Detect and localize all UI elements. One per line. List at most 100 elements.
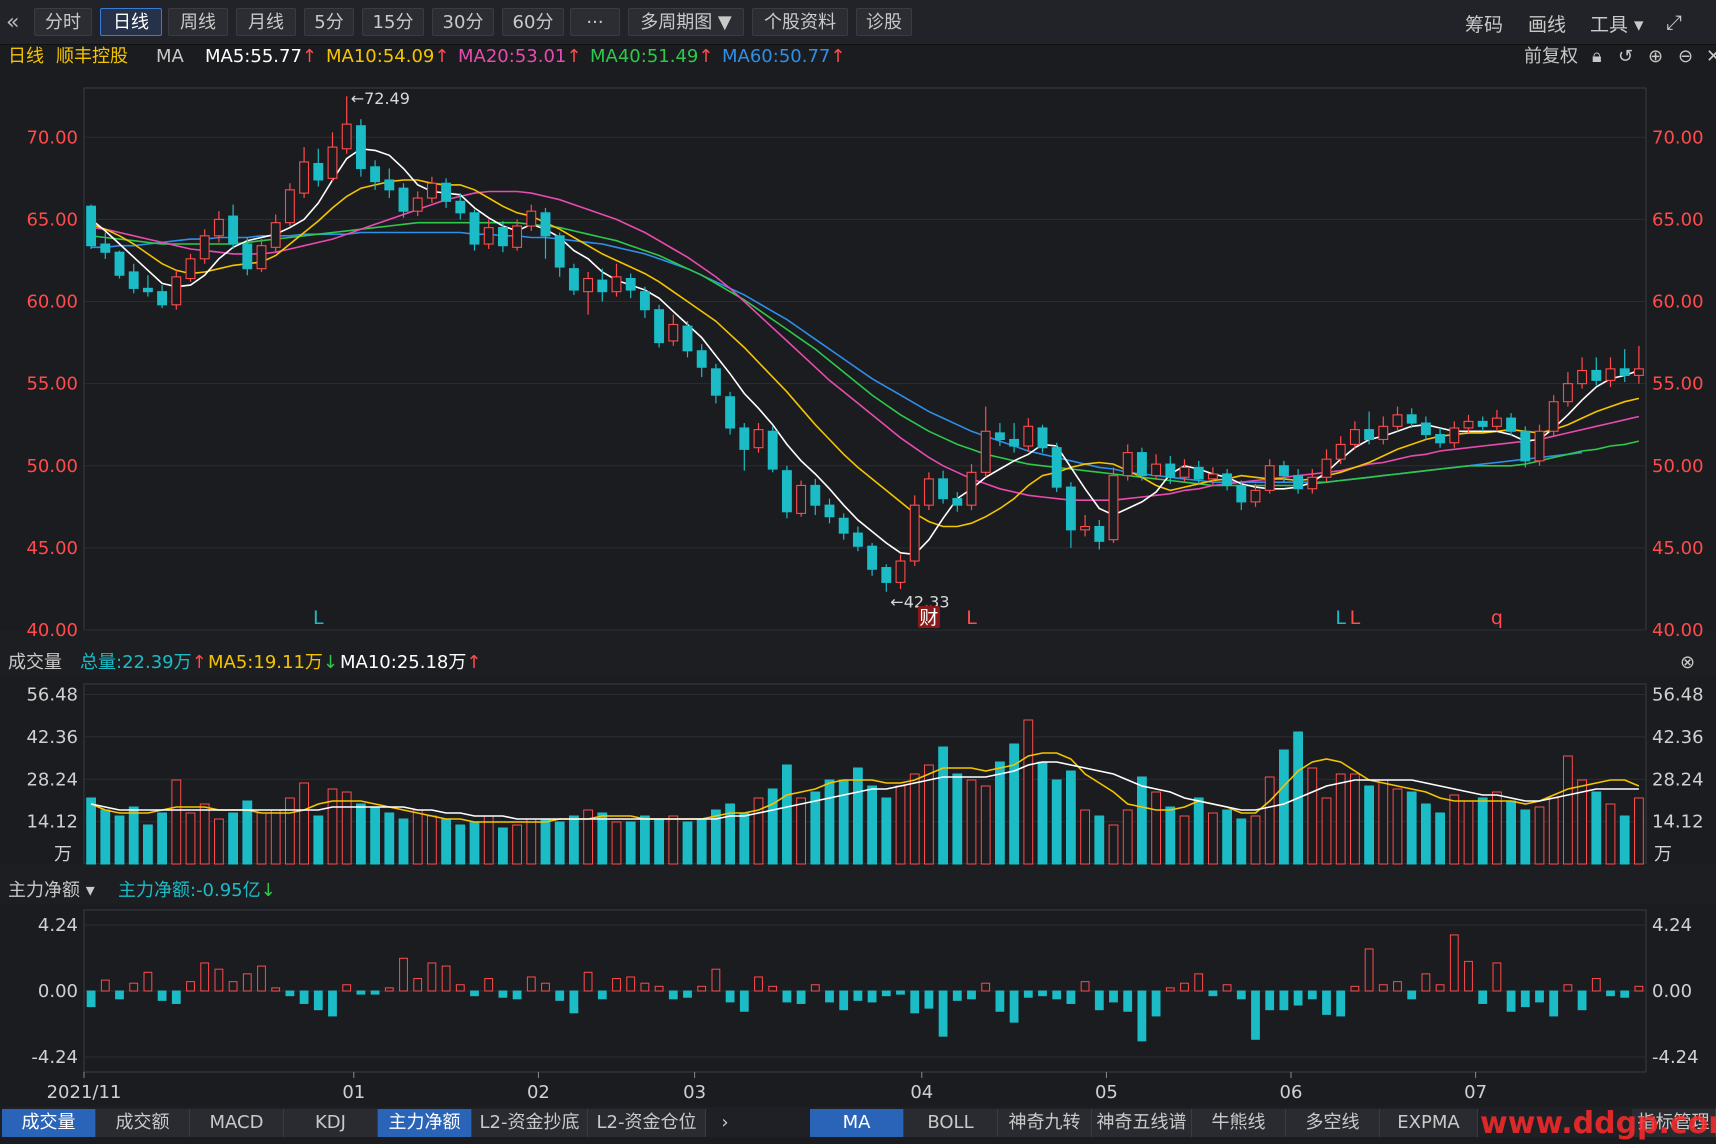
zoom-out-icon[interactable]: ⊖ [1678,46,1694,67]
fund-title[interactable]: 主力净额 ▾ [8,880,95,901]
fund-flow-bar [796,990,806,1004]
fund-flow-bar [1251,990,1260,1040]
bottom-tab-2[interactable]: MACD [190,1109,284,1137]
fund-flow-bar [541,982,550,992]
period-button-4[interactable]: 5分 [304,8,354,36]
period-button-6[interactable]: 30分 [432,8,494,36]
overlay-tab-6[interactable]: EXPMA [1380,1109,1478,1137]
overlay-tab-0[interactable]: MA [810,1109,904,1137]
candle-body [554,235,565,268]
candle-body [1435,434,1446,444]
bottom-tab-0[interactable]: 成交量 [2,1109,96,1137]
indicator-manage-button[interactable]: 指标管理 [1632,1109,1716,1137]
fund-flow-bar [1151,990,1161,1017]
candle-body [1051,447,1062,488]
zoom-in-icon[interactable]: ⊕ [1648,46,1664,67]
candle-body [398,187,409,212]
candle-body [597,279,608,293]
volume-bar [327,788,338,865]
candle-body [114,251,125,276]
fund-flow-bar [739,990,749,1012]
draw-button[interactable]: 画线 [1528,14,1567,36]
volume-title[interactable]: 成交量 [8,652,62,673]
overlay-tab-5[interactable]: 多空线 [1286,1109,1380,1137]
period-button-5[interactable]: 15分 [362,8,424,36]
candle-body [1080,525,1091,531]
period-toolbar: « 分时 日线 周线 月线 5分 15分 30分 60分 ··· 多周期图 ▼ 个股资料 诊股 筹码 … [0,0,1716,45]
candle-body [426,182,437,199]
volume-header: 成交量 总量:22.39万↑ MA5:19.11万↓ MA10:25.18万↑ … [0,650,1716,676]
period-button-10[interactable]: 个股资料 [752,8,848,36]
volume-bar [242,800,253,865]
kline-chart[interactable]: 70.00 70.00 65.00 65.00 60.00 60.00 55.00 55.00… [0,0,1716,1107]
volume-bar [199,803,210,865]
event-marker: L [1350,607,1361,629]
period-button-2[interactable]: 周线 [168,8,228,36]
candle-body [512,225,523,248]
adjust-button[interactable]: 前复权 [1524,46,1578,67]
price-tick-label-right: 70.00 [1652,127,1704,148]
volume-bar [341,791,352,865]
candle-body [1520,430,1531,462]
chevron-right-icon[interactable]: › [712,1109,738,1137]
fullscreen-icon[interactable]: ⤢ [1666,10,1682,34]
fund-flow-bar [1535,990,1544,1003]
fund-flow-bar [1038,990,1047,997]
bottom-tab-3[interactable]: KDJ [284,1109,378,1137]
overlay-tab-3[interactable]: 神奇五线谱 [1092,1109,1192,1137]
overlay-tab-1[interactable]: BOLL [904,1109,998,1137]
volume-bar [1080,809,1091,865]
fund-flow-bar [1066,990,1076,1004]
fund-flow-bar [1378,984,1388,992]
fund-flow-bar [938,990,948,1037]
volume-bar [994,761,1005,865]
price-tick-label-left: 55.00 [26,374,78,395]
lock-icon[interactable]: 🔒︎ [1592,46,1602,67]
bottom-tab-5[interactable]: L2-资金抄底 [472,1109,588,1137]
bottom-tab-6[interactable]: L2-资金仓位 [588,1109,706,1137]
period-button-9[interactable]: 多周期图 ▼ [628,8,744,36]
close-icon[interactable]: ⊗ [1680,652,1696,673]
overlay-tab-4[interactable]: 牛熊线 [1192,1109,1286,1137]
fund-flow-bar [427,962,437,992]
period-button-11[interactable]: 诊股 [856,8,912,36]
volume-bar [824,779,835,865]
period-button-3[interactable]: 月线 [236,8,296,36]
overlay-tab-2[interactable]: 神奇九转 [998,1109,1092,1137]
fund-flow-bar [342,984,352,992]
period-button-0[interactable]: 分时 [34,8,92,36]
volume-bar [938,746,949,865]
fund-flow-bar [612,978,621,992]
volume-bar [682,821,693,865]
candle-body [852,532,863,547]
ma5-line [90,147,1640,556]
chip-button[interactable]: 筹码 [1465,14,1504,36]
candle-body [185,258,196,280]
candle-body [838,517,849,534]
fund-flow-bar [1350,985,1360,992]
volume-bar [909,773,920,865]
volume-bar [1591,791,1602,865]
tools-button[interactable]: 工具 ▾ [1590,14,1644,36]
fund-flow-bar [1052,990,1062,1000]
period-button-8[interactable]: ··· [570,8,620,36]
candle-body [1562,383,1573,403]
candle-body [1037,427,1048,449]
close-icon[interactable]: ✕ [1706,46,1716,67]
candle-body [1591,369,1602,381]
double-chevron-left-icon[interactable]: « [6,10,20,35]
fund-flow-bar [214,968,224,992]
candle-body [895,560,906,583]
candle-body [1122,452,1133,477]
undo-icon[interactable]: ↺ [1618,46,1634,67]
bottom-tab-1[interactable]: 成交额 [96,1109,190,1137]
period-button-7[interactable]: 60分 [502,8,564,36]
candle-body [526,210,537,227]
period-button-1[interactable]: 日线 [100,8,162,36]
candle-body [682,325,693,352]
fund-flow-bar [86,990,96,1008]
bottom-tab-4[interactable]: 主力净额 [378,1109,472,1137]
indicator-name[interactable]: MA [156,46,184,67]
fund-flow-bar [157,990,167,1001]
volume-bar [355,803,366,865]
